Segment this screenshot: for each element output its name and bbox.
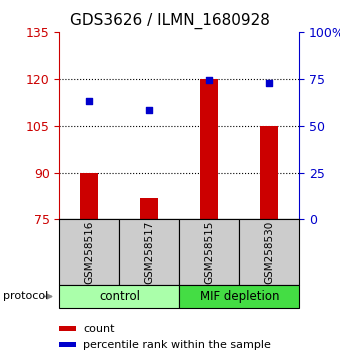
Bar: [59, 326, 76, 331]
Text: GSM258517: GSM258517: [144, 221, 154, 284]
Text: GSM258530: GSM258530: [264, 221, 274, 284]
Bar: [200, 79, 218, 219]
Text: count: count: [84, 324, 115, 333]
Bar: [81, 172, 99, 219]
Point: [267, 81, 272, 86]
Text: GDS3626 / ILMN_1680928: GDS3626 / ILMN_1680928: [70, 12, 270, 29]
Bar: [179, 219, 239, 285]
Text: control: control: [99, 290, 140, 303]
Point: [147, 107, 152, 113]
Text: MIF depletion: MIF depletion: [200, 290, 279, 303]
Bar: [140, 198, 158, 219]
Bar: [59, 342, 76, 347]
Point: [207, 78, 212, 83]
Text: GSM258515: GSM258515: [204, 221, 214, 284]
Bar: [59, 219, 119, 285]
Text: percentile rank within the sample: percentile rank within the sample: [84, 339, 271, 349]
Bar: [59, 285, 180, 308]
Point: [87, 98, 92, 103]
Bar: [260, 126, 278, 219]
Text: GSM258516: GSM258516: [84, 221, 95, 284]
Bar: [239, 219, 299, 285]
Bar: [119, 219, 179, 285]
Text: protocol: protocol: [3, 291, 49, 302]
Bar: [179, 285, 299, 308]
